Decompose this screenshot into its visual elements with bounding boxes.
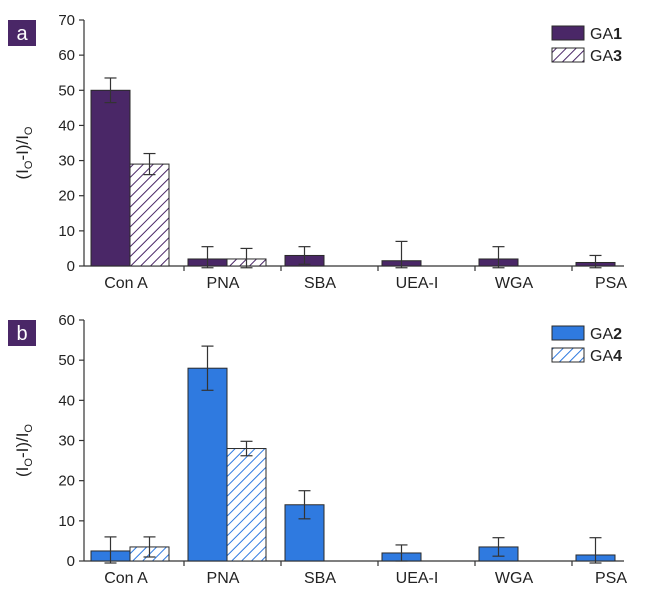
legend-label-GA2: GA2 [590,326,622,343]
y-tick-label: 60 [58,312,75,329]
y-tick-label: 70 [58,12,75,29]
bar-GA2-PNA [187,367,228,562]
y-tick-label: 0 [67,553,75,570]
panel-label: b [16,323,27,345]
x-tick-label: UEA-I [396,570,439,587]
y-tick-label: 30 [58,433,75,450]
y-axis-label: (IO-I)/IO [13,126,35,179]
x-tick-label: WGA [495,570,534,587]
legend-swatch-GA2 [551,325,585,341]
y-tick-label: 40 [58,117,75,134]
y-tick-label: 20 [58,188,75,205]
x-tick-label: PSA [595,570,627,587]
y-tick-label: 10 [58,223,75,240]
legend-label-GA1: GA1 [590,26,622,43]
y-tick-label: 20 [58,473,75,490]
x-tick-label: SBA [304,275,336,292]
legend-swatch-GA1 [551,25,585,41]
x-tick-label: PNA [207,275,240,292]
legend-swatch-GA3 [551,47,585,63]
x-tick-label: WGA [495,275,534,292]
x-tick-label: PSA [595,275,627,292]
x-tick-label: Con A [104,570,148,587]
y-tick-label: 10 [58,513,75,530]
bar-GA1-Con A [90,89,131,267]
chart-panel-b: b (IO-I)/IO 0 10 20 30 40 50 60 Con A PNA SBA UEA-I W… [8,312,627,587]
chart-panel-a: a (IO-I)/IO 0 10 20 30 40 50 60 70 Con A PNA SBA UEA-… [8,12,627,292]
y-tick-label: 50 [58,352,75,369]
panel-label-box [8,320,36,346]
panel-label-box [8,20,36,46]
y-tick-label: 30 [58,153,75,170]
x-tick-label: PNA [207,570,240,587]
legend-swatch-GA4 [551,347,585,363]
y-tick-label: 50 [58,82,75,99]
x-tick-label: Con A [104,275,148,292]
y-tick-label: 0 [67,258,75,275]
x-tick-label: UEA-I [396,275,439,292]
bar-GA3-Con A [129,163,170,267]
legend-label-GA4: GA4 [590,348,622,365]
legend-label-GA3: GA3 [590,48,622,65]
bar-GA4-PNA [226,448,267,562]
y-tick-label: 60 [58,47,75,64]
x-tick-label: SBA [304,570,336,587]
y-tick-label: 40 [58,392,75,409]
y-axis-label: (IO-I)/IO [13,424,35,477]
panel-label: a [16,23,28,45]
